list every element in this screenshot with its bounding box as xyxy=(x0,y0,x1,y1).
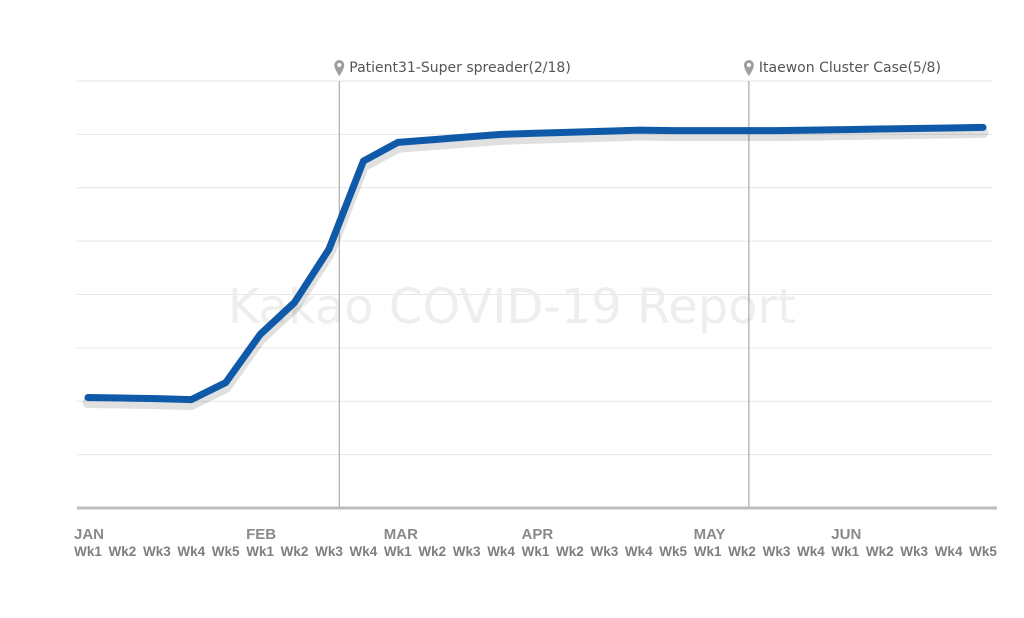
week-label: Wk2 xyxy=(866,544,894,559)
week-label: Wk3 xyxy=(590,544,618,559)
month-label: JAN xyxy=(74,526,104,543)
watermark-text: Kakao COVID-19 Report xyxy=(228,279,796,335)
week-label: Wk4 xyxy=(935,544,963,559)
week-label: Wk3 xyxy=(143,544,171,559)
event-label: Patient31-Super spreader(2/18) xyxy=(349,60,571,76)
week-label: Wk3 xyxy=(900,544,928,559)
month-label: FEB xyxy=(246,526,276,543)
week-label: Wk4 xyxy=(797,544,825,559)
series-line-shadow xyxy=(82,126,989,411)
week-label: Wk3 xyxy=(315,544,343,559)
week-label: Wk2 xyxy=(109,544,137,559)
week-label: Wk1 xyxy=(384,544,412,559)
month-label: JUN xyxy=(831,526,861,543)
month-label: MAY xyxy=(694,526,726,543)
week-label: Wk1 xyxy=(74,544,102,559)
week-label: Wk5 xyxy=(212,544,240,559)
map-pin-dot xyxy=(746,63,751,67)
week-label: Wk2 xyxy=(418,544,446,559)
week-label: Wk1 xyxy=(831,544,859,559)
event-markers: Patient31-Super spreader(2/18) Itaewon Cl… xyxy=(334,60,941,508)
series-line xyxy=(84,123,987,404)
week-label: Wk3 xyxy=(453,544,481,559)
week-label: Wk1 xyxy=(694,544,722,559)
week-label: Wk1 xyxy=(246,544,274,559)
map-pin-icon xyxy=(334,60,345,76)
week-label: Wk1 xyxy=(522,544,550,559)
map-pin-icon xyxy=(743,60,754,76)
week-label: Wk2 xyxy=(728,544,756,559)
series-layer xyxy=(82,123,989,411)
week-label: Wk5 xyxy=(969,544,997,559)
week-label: Wk2 xyxy=(281,544,309,559)
week-label: Wk4 xyxy=(350,544,378,559)
week-label: Wk4 xyxy=(177,544,205,559)
grid-layer xyxy=(77,80,993,456)
month-label: APR xyxy=(522,526,554,543)
event-label: Itaewon Cluster Case(5/8) xyxy=(759,60,941,76)
week-label: Wk3 xyxy=(763,544,791,559)
week-label: Wk2 xyxy=(556,544,584,559)
week-label: Wk5 xyxy=(659,544,687,559)
map-pin-dot xyxy=(337,63,342,67)
month-label: MAR xyxy=(384,526,418,543)
week-label: Wk4 xyxy=(625,544,653,559)
week-label: Wk4 xyxy=(487,544,515,559)
